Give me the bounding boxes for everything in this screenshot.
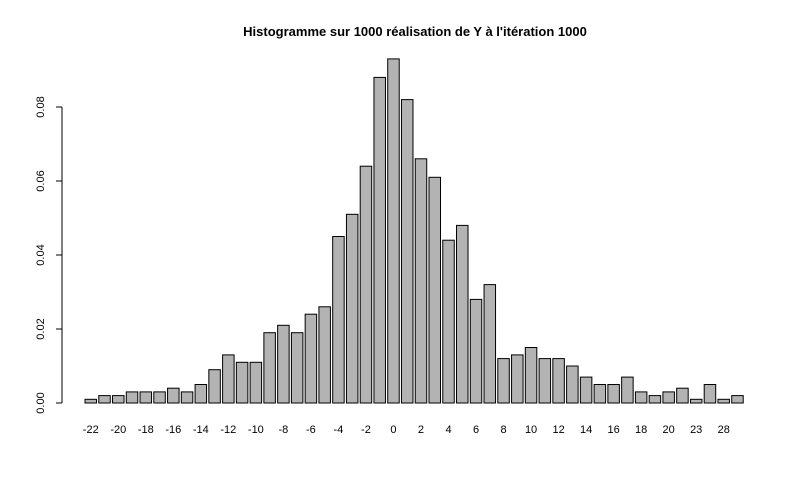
x-tick-label: 16 — [608, 424, 620, 436]
x-tick-label: 12 — [552, 424, 564, 436]
histogram-bar — [717, 398, 730, 404]
histogram-bar — [566, 365, 579, 404]
x-tick-label: 14 — [580, 424, 592, 436]
x-tick-label: 23 — [690, 424, 702, 436]
x-tick-label: -16 — [165, 424, 181, 436]
histogram-bar — [400, 99, 414, 404]
histogram-bar — [112, 395, 125, 404]
histogram-bar — [235, 361, 249, 404]
histogram-bar — [607, 384, 620, 404]
x-tick-label: 2 — [418, 424, 424, 436]
histogram-bar — [428, 176, 441, 404]
histogram-bar — [538, 358, 552, 404]
x-tick-label: 28 — [718, 424, 730, 436]
histogram-bar — [593, 384, 607, 404]
histogram-bar — [662, 391, 675, 404]
x-tick-label: -18 — [138, 424, 154, 436]
histogram-bar — [689, 398, 703, 404]
histogram-bar — [511, 354, 524, 404]
histogram-bar — [676, 387, 689, 404]
x-tick-label: -12 — [220, 424, 236, 436]
histogram-bar — [456, 224, 469, 404]
x-tick-label: 18 — [635, 424, 647, 436]
x-tick-label: -20 — [110, 424, 126, 436]
x-tick-label: -10 — [248, 424, 264, 436]
histogram-bar — [208, 369, 221, 404]
x-tick-label: -22 — [83, 424, 99, 436]
histogram-bar — [98, 395, 111, 404]
histogram-bar — [263, 332, 276, 404]
histogram-bar — [194, 384, 208, 404]
y-tick-label: 0.08 — [35, 96, 47, 117]
histogram-bar — [483, 284, 497, 404]
histogram-bar — [84, 398, 97, 404]
histogram-bar — [222, 354, 235, 404]
chart-title: Histogramme sur 1000 réalisation de Y à … — [243, 24, 587, 39]
histogram-bar — [167, 387, 180, 404]
histogram-bar — [579, 376, 593, 404]
y-tick-label: 0.06 — [35, 170, 47, 191]
y-tick-label: 0.02 — [35, 318, 47, 339]
histogram-bar — [469, 298, 483, 404]
x-tick-label: 6 — [473, 424, 479, 436]
histogram-bar — [304, 313, 318, 404]
histogram-bar — [387, 58, 400, 404]
histogram-bar — [332, 236, 345, 404]
y-tick-label: 0.00 — [35, 392, 47, 413]
x-tick-label: -4 — [334, 424, 344, 436]
x-tick-label: 4 — [445, 424, 451, 436]
histogram-bar — [731, 395, 744, 404]
histogram-bar — [552, 358, 565, 404]
x-tick-label: 8 — [500, 424, 506, 436]
histogram-bar — [442, 239, 455, 404]
histogram-bar — [125, 391, 139, 404]
histogram-bar — [277, 324, 290, 404]
histogram-bar — [634, 391, 648, 404]
histogram-bar — [703, 384, 717, 404]
histogram-bar — [621, 376, 634, 404]
x-tick-label: -2 — [361, 424, 371, 436]
histogram-bar — [414, 158, 428, 404]
y-tick-label: 0.04 — [35, 244, 47, 265]
histogram-bar — [359, 165, 373, 404]
x-tick-label: -6 — [306, 424, 316, 436]
histogram-bar — [373, 76, 386, 404]
histogram-bar — [153, 391, 166, 404]
x-tick-label: 0 — [390, 424, 396, 436]
x-tick-label: -8 — [278, 424, 288, 436]
x-tick-label: -14 — [193, 424, 209, 436]
bars — [84, 58, 744, 404]
x-tick-label: 20 — [663, 424, 675, 436]
y-axis: 0.00 0.02 0.04 0.06 0.08 — [35, 96, 63, 414]
histogram-bar — [524, 347, 538, 404]
histogram-bar — [497, 358, 510, 404]
x-axis-labels: -22 -20 -18 -16 -14 -12 -10 -8 -6 -4 -2 0 2 4 6 8 10 12 14… — [83, 424, 730, 436]
histogram-bar — [180, 391, 194, 404]
histogram-bar — [139, 391, 153, 404]
histogram-bar — [318, 306, 331, 404]
histogram-bar — [345, 213, 359, 404]
histogram-bar — [648, 395, 662, 404]
histogram-bar — [249, 361, 263, 404]
x-tick-label: 10 — [525, 424, 537, 436]
histogram-bar — [290, 332, 304, 404]
